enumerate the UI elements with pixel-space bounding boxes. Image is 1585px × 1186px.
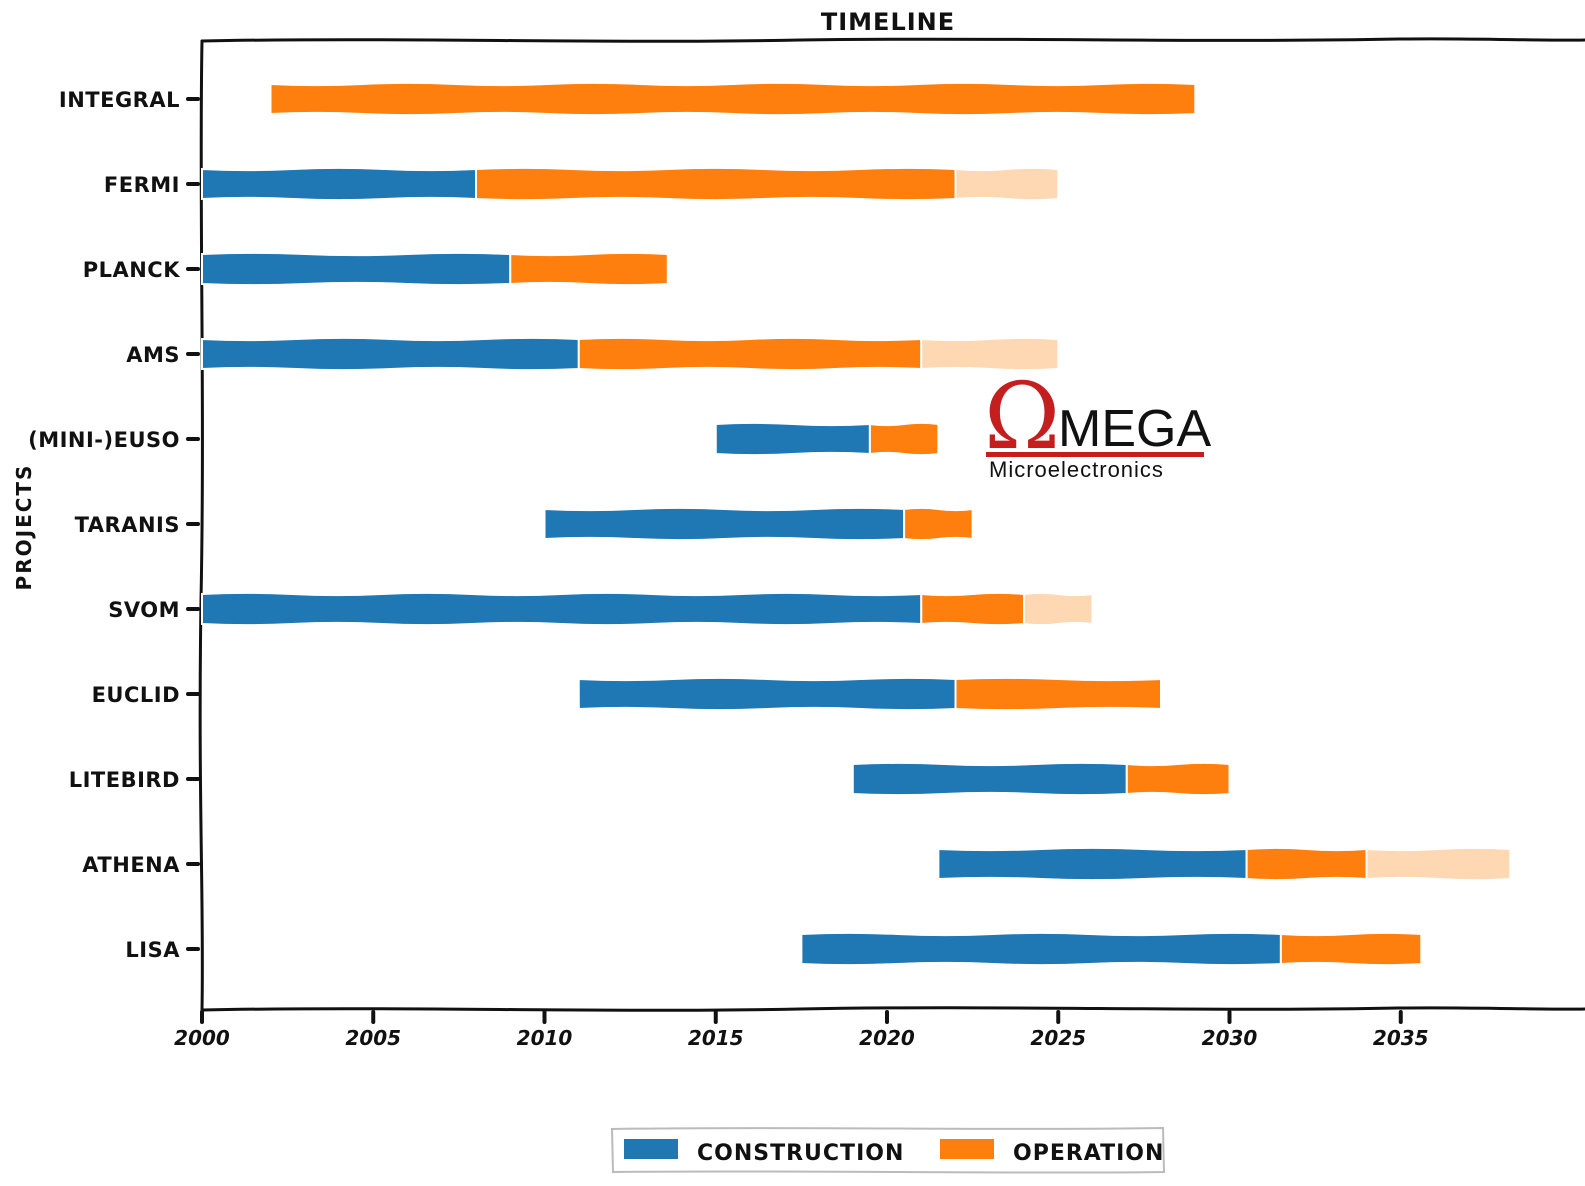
bar-planck-operation (509, 251, 669, 287)
bar-planck-construction (201, 251, 512, 287)
x-tick-label-2035: 2035 (1373, 1026, 1429, 1050)
x-tick-label-2025: 2025 (1030, 1026, 1086, 1050)
y-tick-label-integral: INTEGRAL (59, 88, 180, 112)
y-tick-label-fermi: FERMI (104, 173, 180, 197)
y-tick-label-litebird: LITEBIRD (69, 768, 180, 792)
bar-taranis-operation (903, 506, 974, 542)
bar-athena-operation (1245, 846, 1368, 882)
bar-ams-operation (577, 336, 923, 372)
x-axis-ticks: 2000 2005 2010 2015 2020 2025 2030 2035 (174, 1010, 1429, 1050)
bar-svom-extension (1023, 591, 1094, 627)
y-tick-label-planck: PLANCK (83, 258, 181, 282)
bar-litebird-construction (851, 761, 1128, 797)
x-tick-label-2030: 2030 (1202, 1026, 1258, 1050)
omega-microelectronics-logo: Ω MEGA Microelectronics (984, 363, 1211, 482)
bar-integral-operation (269, 81, 1197, 117)
x-tick-label-2005: 2005 (345, 1026, 401, 1050)
bar-lisa-construction (800, 931, 1282, 967)
bar-athena-construction (937, 846, 1248, 882)
y-tick-label-athena: ATHENA (82, 853, 180, 877)
bar-fermi-extension (954, 166, 1060, 202)
bar-taranis-construction (543, 506, 906, 542)
chart-title: TIMELINE (821, 8, 955, 36)
bar-ams-construction (201, 336, 580, 372)
x-tick-label-2020: 2020 (859, 1026, 915, 1050)
bar-fermi-operation (475, 166, 957, 202)
legend-label-construction: CONSTRUCTION (697, 1141, 904, 1166)
legend-label-operation: OPERATION (1013, 1141, 1164, 1166)
y-tick-label-lisa: LISA (125, 938, 180, 962)
bar-athena-extension (1365, 846, 1512, 882)
legend-swatch-operation (940, 1139, 994, 1159)
legend-swatch-construction (624, 1139, 678, 1159)
x-axis-line (200, 1006, 1585, 1012)
x-tick-label-2000: 2000 (174, 1026, 230, 1050)
bar-svom-construction (201, 591, 923, 627)
y-axis-ticks: INTEGRAL FERMI PLANCK AMS (MINI-)EUSO TARANIS… (28, 88, 200, 962)
bar-euclid-operation (954, 676, 1162, 712)
bar-svom-operation (920, 591, 1025, 627)
x-tick-label-2015: 2015 (688, 1026, 744, 1050)
bars-group (201, 81, 1512, 967)
legend: CONSTRUCTION OPERATION (610, 1126, 1166, 1174)
bar-euclid-construction (577, 676, 957, 712)
y-tick-label-ams: AMS (126, 343, 180, 367)
logo-subtitle: Microelectronics (989, 457, 1164, 482)
plot-frame-top (200, 37, 1585, 43)
bar-fermi-construction (201, 166, 477, 202)
y-tick-label-svom: SVOM (108, 598, 180, 622)
y-axis-label: PROJECTS (12, 464, 36, 591)
y-tick-label-mini-euso: (MINI-)EUSO (28, 428, 180, 452)
bar-lisa-operation (1279, 931, 1423, 967)
logo-underline (986, 452, 1204, 457)
bar-mini-euso-operation (868, 421, 940, 457)
logo-word: MEGA (1058, 400, 1211, 458)
bar-litebird-operation (1125, 761, 1231, 797)
legend-frame (610, 1126, 1166, 1174)
bar-ams-extension (920, 336, 1060, 372)
y-tick-label-euclid: EUCLID (92, 683, 180, 707)
x-tick-label-2010: 2010 (517, 1026, 573, 1050)
bar-mini-euso-construction (714, 421, 871, 457)
y-tick-label-taranis: TARANIS (75, 513, 180, 537)
